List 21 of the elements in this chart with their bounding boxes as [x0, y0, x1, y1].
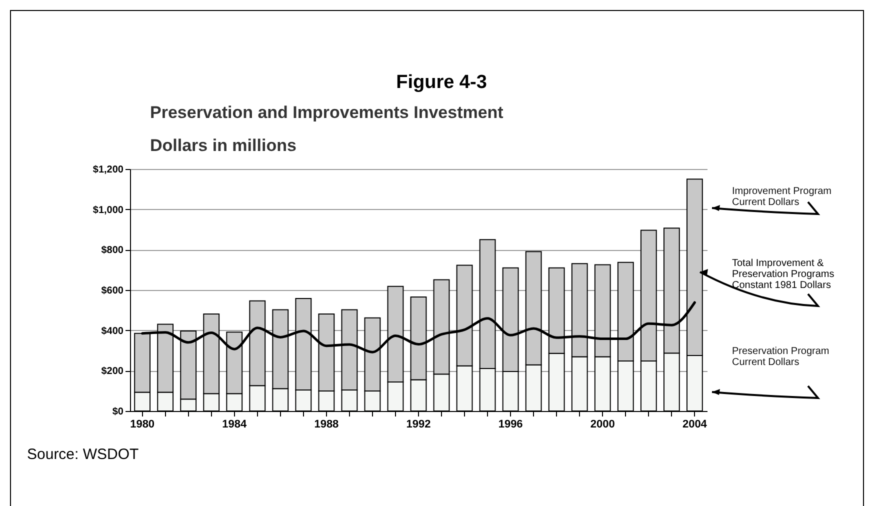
chart-title: Figure 4-3 — [395, 72, 488, 94]
text: Improvement Program Current Dollars — [732, 186, 832, 208]
y-axis-title: Dollars in millions — [150, 136, 296, 156]
y-tick-label: $400 — [101, 326, 124, 337]
chart-subtitle: Preservation and Improvements Investment — [150, 103, 504, 123]
x-tick-label: 1984 — [222, 418, 248, 430]
y-tick-label: $600 — [101, 286, 124, 296]
y-tick-label: $1,200 — [92, 164, 124, 176]
x-tick-label: 2000 — [590, 418, 615, 430]
x-tick-label: 1996 — [498, 418, 523, 430]
source-note: Source: WSDOT — [27, 446, 139, 463]
x-tick-label: 2004 — [682, 418, 708, 430]
y-tick-label: $200 — [101, 366, 124, 378]
text: Preservation Program Current Dollars — [732, 346, 830, 368]
x-tick-label: 1988 — [314, 418, 339, 430]
x-tick-label: 1992 — [406, 418, 431, 430]
y-tick-label: $0 — [112, 406, 124, 418]
legend-label: Total Improvement & Preservation Programs Constant 1981 Dollars — [732, 258, 836, 291]
y-tick-label: $800 — [101, 245, 124, 256]
x-tick-label: 1980 — [130, 418, 155, 430]
y-tick-label: $1,000 — [92, 204, 124, 216]
